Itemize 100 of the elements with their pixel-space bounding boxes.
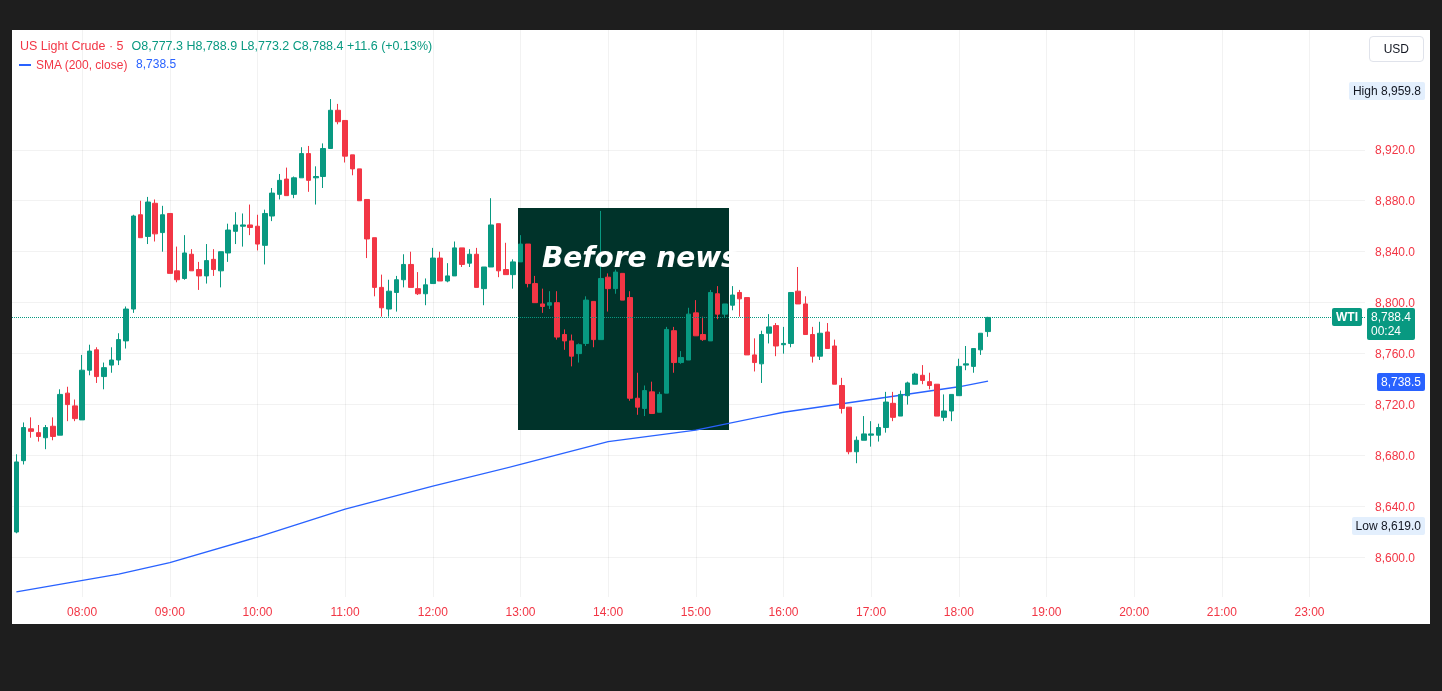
candlestick bbox=[752, 337, 757, 372]
x-tick-label: 18:00 bbox=[943, 605, 975, 619]
text: US Light Crude · 5 bbox=[20, 39, 124, 53]
candlestick bbox=[576, 342, 582, 364]
candlestick bbox=[569, 334, 574, 367]
candlestick bbox=[744, 297, 750, 356]
candlestick bbox=[927, 372, 932, 390]
candlestick bbox=[152, 198, 158, 243]
candlestick bbox=[605, 272, 611, 313]
candlestick bbox=[795, 266, 801, 305]
candlestick bbox=[211, 248, 216, 277]
x-tick-label: 14:00 bbox=[593, 605, 624, 619]
candlestick bbox=[503, 242, 509, 276]
y-tick-label: 8,640.0 bbox=[1375, 499, 1416, 514]
y-tick-label: 8,840.0 bbox=[1375, 244, 1416, 259]
candlestick bbox=[496, 223, 501, 278]
candlestick bbox=[817, 321, 823, 361]
candlestick bbox=[94, 346, 99, 384]
text: 8,738.5 bbox=[1376, 373, 1425, 391]
candlestick bbox=[101, 362, 107, 390]
candlestick bbox=[255, 214, 260, 251]
candlestick bbox=[372, 237, 377, 297]
candlestick bbox=[87, 344, 92, 376]
x-tick-label: 15:00 bbox=[680, 605, 712, 619]
candlestick bbox=[138, 200, 143, 239]
candlestick bbox=[145, 196, 151, 245]
candlestick bbox=[445, 262, 450, 283]
candlestick bbox=[394, 275, 399, 313]
candlestick bbox=[160, 205, 165, 253]
candlestick bbox=[963, 345, 969, 371]
candlestick bbox=[459, 247, 465, 268]
x-tick-label: 09:00 bbox=[154, 605, 186, 619]
y-tick-label: 8,720.0 bbox=[1375, 397, 1416, 412]
candlestick bbox=[36, 424, 41, 443]
candlestick bbox=[547, 290, 552, 310]
candlestick bbox=[401, 253, 406, 288]
annotation: 8,738.5 bbox=[136, 57, 177, 71]
candlestick bbox=[781, 326, 786, 355]
text: USD bbox=[1368, 36, 1424, 62]
x-tick-label: 17:00 bbox=[856, 605, 887, 619]
candlestick bbox=[131, 214, 136, 314]
y-tick-label: 8,920.0 bbox=[1375, 142, 1416, 157]
candlestick bbox=[773, 322, 779, 357]
candlestick bbox=[649, 381, 655, 415]
candlestick bbox=[357, 168, 362, 202]
candlestick bbox=[291, 176, 297, 199]
candlestick bbox=[591, 300, 596, 348]
candlestick bbox=[854, 435, 859, 464]
candlestick bbox=[657, 391, 662, 413]
legend-label: SMA (200, close) bbox=[36, 58, 128, 72]
candlestick bbox=[79, 354, 85, 421]
candlestick bbox=[182, 234, 187, 281]
candlestick bbox=[627, 290, 633, 402]
candlestick bbox=[810, 326, 815, 364]
text: O8,777.3 H8,788.9 L8,773.2 C8,788.4 +11.6 (+0.13%) bbox=[131, 39, 433, 53]
candlestick bbox=[379, 274, 384, 318]
y-tick-label: 8,760.0 bbox=[1375, 346, 1416, 361]
candlestick bbox=[934, 383, 940, 417]
x-tick-label: 13:00 bbox=[505, 605, 536, 619]
candlestick bbox=[364, 198, 370, 259]
candlestick bbox=[737, 289, 742, 318]
candlestick bbox=[971, 348, 976, 374]
ref-line-label: 8,788.4 00:24 bbox=[1367, 308, 1416, 341]
candlestick bbox=[57, 388, 63, 436]
candlestick bbox=[240, 212, 246, 248]
candlestick bbox=[730, 285, 735, 311]
candlestick bbox=[562, 328, 567, 351]
candlestick bbox=[72, 399, 78, 422]
x-tick-label: 19:00 bbox=[1031, 605, 1062, 619]
y-tick-label: 8,880.0 bbox=[1375, 193, 1416, 208]
candlestick bbox=[883, 391, 889, 434]
x-tick-label: 23:00 bbox=[1294, 605, 1325, 619]
annotation: Low 8,619.0 bbox=[1351, 517, 1425, 535]
candlestick bbox=[642, 384, 647, 417]
candlestick bbox=[247, 204, 253, 236]
annotation: WTI bbox=[1332, 308, 1362, 327]
candlestick bbox=[803, 295, 808, 336]
candlestick bbox=[941, 393, 947, 422]
candlestick bbox=[109, 346, 114, 374]
x-tick-label: 21:00 bbox=[1206, 605, 1238, 619]
candlestick bbox=[898, 390, 903, 417]
candlestick bbox=[189, 248, 194, 272]
candlestick bbox=[905, 381, 910, 406]
x-tick-label: 20:00 bbox=[1119, 605, 1150, 619]
candlestick bbox=[510, 258, 516, 290]
candlestick bbox=[890, 391, 896, 422]
candlestick bbox=[43, 424, 48, 450]
candlestick bbox=[277, 173, 282, 200]
candlestick bbox=[28, 416, 34, 439]
candlestick bbox=[423, 277, 428, 306]
candlestick bbox=[408, 251, 414, 288]
candlestick bbox=[949, 393, 954, 422]
annotation: High 8,959.8 bbox=[1348, 82, 1425, 100]
candlestick bbox=[65, 386, 70, 422]
candlestick bbox=[518, 234, 523, 263]
candlestick bbox=[956, 358, 962, 397]
y-tick-label: 8,800.0 bbox=[1375, 295, 1416, 310]
candlestick bbox=[467, 248, 472, 268]
y-tick-label: 8,600.0 bbox=[1375, 550, 1416, 565]
candlestick bbox=[678, 350, 684, 365]
